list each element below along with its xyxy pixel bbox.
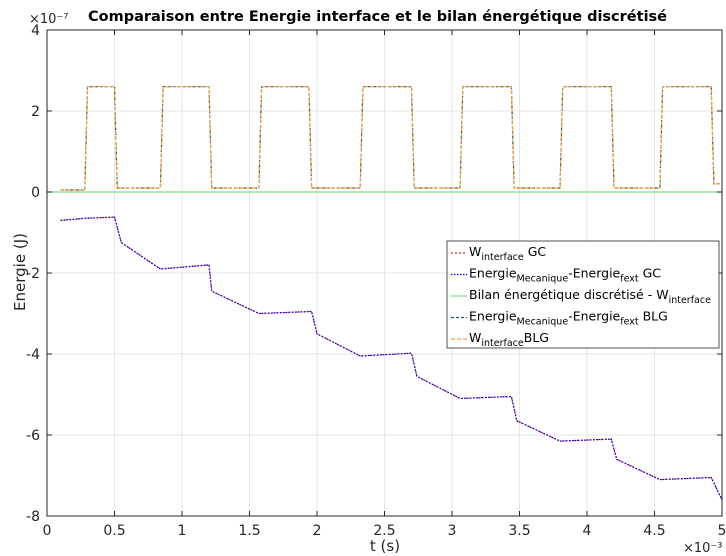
legend-entry-label: EnergieMecanique-Energiefext GC xyxy=(469,266,661,285)
x-axis-label: t (s) xyxy=(370,537,400,555)
y-axis-label: Energie (J) xyxy=(11,233,29,311)
x-tick-label: 0 xyxy=(43,523,52,539)
y-tick-label: -6 xyxy=(26,428,40,444)
x-multiplier: ×10⁻³ xyxy=(683,541,723,556)
series-group xyxy=(47,86,723,501)
x-tick-label: 5 xyxy=(718,523,726,539)
legend-entry-label: Winterface GC xyxy=(469,244,546,263)
y-tick-label: 2 xyxy=(31,104,40,120)
legend-box xyxy=(446,240,720,349)
legend-entry-label: WinterfaceBLG xyxy=(469,330,549,349)
x-tick-label: 2 xyxy=(313,523,322,539)
y-tick-label: -4 xyxy=(26,347,40,363)
x-tick-label: 1 xyxy=(178,523,187,539)
x-tick-label: 1.5 xyxy=(238,523,260,539)
chart-title: Comparaison entre Energie interface et l… xyxy=(88,9,667,25)
x-tick-label: 0.5 xyxy=(103,523,125,539)
y-multiplier: ×10⁻⁷ xyxy=(29,12,69,27)
y-tick-label: 0 xyxy=(31,185,40,201)
legend-entry-label: EnergieMecanique-Energiefext BLG xyxy=(469,309,668,328)
legend: Winterface GC EnergieMecanique-Energiefex… xyxy=(446,240,720,349)
x-tick-label: 3.5 xyxy=(508,523,530,539)
y-tick-label: -8 xyxy=(26,509,40,525)
legend-entry-label: Bilan énergétique discrétisé - Winterfac… xyxy=(469,287,711,306)
series-line-2 xyxy=(60,216,723,501)
y-tick-label: -2 xyxy=(26,266,40,282)
y-tick-label: 4 xyxy=(31,23,40,39)
x-tick-label: 3 xyxy=(448,523,457,539)
x-tick-label: 4.5 xyxy=(643,523,665,539)
series-line-5 xyxy=(60,86,722,191)
x-tick-label: 2.5 xyxy=(373,523,395,539)
ticks: 0 0.5 1 1.5 2 2.5 3 3.5 4 4.5 5 -8 -6 -4 -2 0 2 4 xyxy=(26,23,726,539)
x-tick-label: 4 xyxy=(583,523,592,539)
